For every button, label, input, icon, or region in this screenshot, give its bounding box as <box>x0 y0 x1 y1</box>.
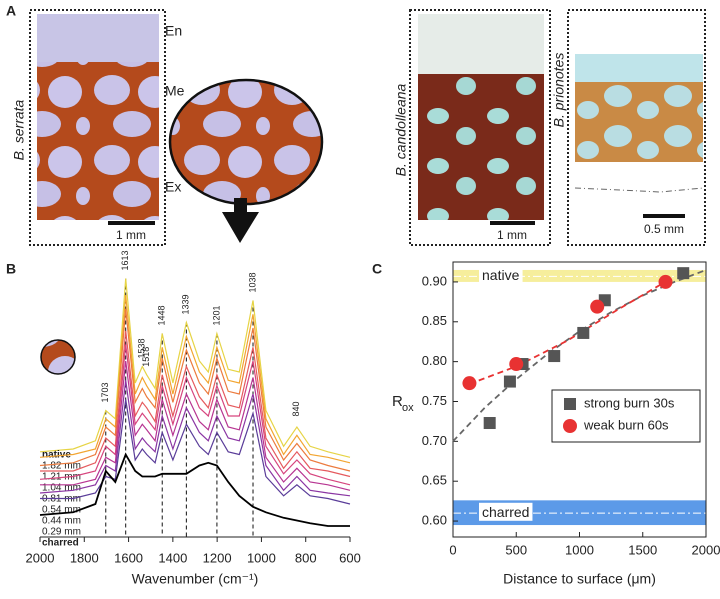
x-tick-label: 500 <box>505 542 527 557</box>
x-tick-label: 2000 <box>692 542 720 557</box>
legend-label: 0.44 mm <box>42 516 81 527</box>
band-label: native <box>482 267 520 283</box>
legend-label: 0.29 mm <box>42 527 81 538</box>
marker <box>503 375 516 388</box>
x-tick-label: 600 <box>339 550 361 565</box>
micrograph <box>418 14 544 74</box>
legend-label: 1.82 mm <box>42 461 81 472</box>
legend-marker <box>564 398 576 410</box>
legend-label: strong burn 30s <box>584 395 675 410</box>
legend-label: 0.54 mm <box>42 505 81 516</box>
layer-label: Me <box>165 83 185 99</box>
legend-label: weak burn 60s <box>583 417 669 432</box>
peak-label: 1038 <box>247 272 257 292</box>
panel-label: C <box>372 261 382 277</box>
frame <box>29 9 166 246</box>
layer-label: En <box>165 23 182 39</box>
panel-label: B <box>6 261 16 277</box>
x-tick-label: 1200 <box>203 550 232 565</box>
marker <box>677 267 690 280</box>
x-axis-label: Wavenumber (cm⁻¹) <box>132 571 259 587</box>
legend-label: 1.04 mm <box>42 483 81 494</box>
peak-label: 1518 <box>141 347 151 367</box>
x-tick-label: 1600 <box>114 550 143 565</box>
x-tick-label: 0 <box>449 542 456 557</box>
y-tick-label: 0.75 <box>422 393 447 408</box>
y-tick-label: 0.85 <box>422 313 447 328</box>
peak-label: 1201 <box>211 305 221 325</box>
marker <box>548 350 561 363</box>
micrograph <box>37 14 159 62</box>
y-tick-label: 0.80 <box>422 353 447 368</box>
peak-label: 840 <box>291 401 301 416</box>
peak-label: 1339 <box>181 294 191 314</box>
panel-label: A <box>6 3 16 19</box>
x-tick-label: 800 <box>295 550 317 565</box>
marker <box>509 357 524 372</box>
frame <box>567 9 706 246</box>
band-label-bg <box>479 266 523 285</box>
legend-label: native <box>42 450 71 461</box>
spectrum <box>40 399 351 505</box>
fit-line <box>469 279 669 385</box>
magnified-view <box>168 78 324 206</box>
peak-label: 1613 <box>120 250 130 270</box>
x-tick-label: 1500 <box>628 542 657 557</box>
marker <box>462 376 477 391</box>
frame <box>409 9 551 246</box>
species-label: B. prionotes <box>551 53 567 128</box>
spectrum <box>39 294 351 464</box>
y-axis-label-sub: ox <box>402 402 414 414</box>
micrograph <box>575 82 703 162</box>
scale-label: 0.5 mm <box>644 222 684 236</box>
scale-label: 1 mm <box>116 228 146 242</box>
band-label-bg <box>479 502 533 521</box>
x-tick-label: 1000 <box>247 550 276 565</box>
x-tick-label: 1800 <box>70 550 99 565</box>
x-tick-label: 1400 <box>158 550 187 565</box>
panel-a: A En Me Ex B. serrata 1 mm B. candollean… <box>6 3 706 246</box>
spectrum <box>40 330 351 478</box>
spectrum <box>39 278 351 458</box>
scale-label: 1 mm <box>497 228 527 242</box>
spectrum <box>39 308 351 472</box>
x-axis-label: Distance to surface (μm) <box>503 571 656 587</box>
y-tick-label: 0.65 <box>422 473 447 488</box>
legend-box <box>551 389 701 443</box>
marker <box>577 326 590 339</box>
y-axis-label: R <box>392 393 403 410</box>
marker <box>590 299 605 314</box>
arrow <box>234 198 247 212</box>
x-tick-label: 1000 <box>565 542 594 557</box>
species-label: B. candolleana <box>393 83 409 176</box>
layer-label: Ex <box>165 179 181 195</box>
peak-label: 1703 <box>100 382 110 402</box>
y-tick-label: 0.70 <box>422 433 447 448</box>
legend-label: charred <box>42 538 79 549</box>
marker <box>658 274 673 289</box>
marker <box>483 417 496 430</box>
spectrum <box>39 452 350 527</box>
legend-label: 0.81 mm <box>42 494 81 505</box>
species-label: B. serrata <box>11 99 27 160</box>
peak-label: 1448 <box>157 305 167 325</box>
peak-label: 1538 <box>137 338 147 358</box>
band <box>453 269 706 282</box>
micrograph <box>37 62 159 220</box>
band-label: charred <box>482 504 529 520</box>
micrograph <box>418 74 544 220</box>
x-tick-label: 2000 <box>26 550 55 565</box>
micrograph <box>575 54 703 82</box>
surface-line <box>574 187 704 193</box>
spectrum <box>39 380 351 497</box>
y-tick-label: 0.90 <box>422 273 447 288</box>
legend-marker <box>563 419 577 433</box>
spectrum <box>40 360 351 491</box>
spectrum <box>39 344 351 486</box>
icon <box>40 339 76 375</box>
y-tick-label: 0.60 <box>422 512 447 527</box>
arrow <box>222 212 259 243</box>
